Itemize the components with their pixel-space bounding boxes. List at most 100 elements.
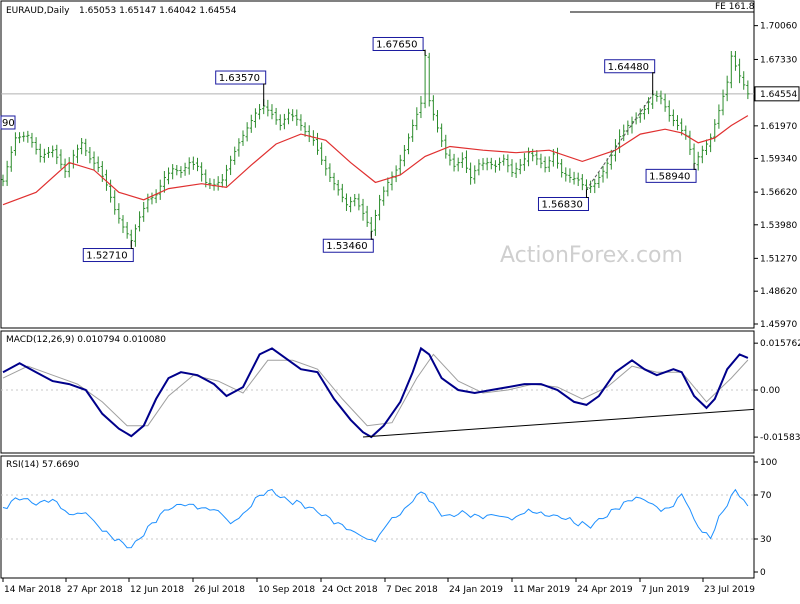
price-bar [349,196,353,213]
price-bar [638,108,642,123]
price-bar [502,154,506,166]
price-bar [667,100,671,122]
price-bar [63,158,67,178]
swing-level-box [645,168,697,183]
price-bar [84,138,88,156]
price-bar [291,109,295,122]
price-bar [13,132,18,156]
price-bar [299,114,303,131]
price-bar [5,160,9,186]
price-bar [286,108,291,125]
swing-level-box [322,238,374,253]
price-layer: 1.52710 1.63570 1.53460 1.67650 1.56830 1.644… [0,36,754,263]
price-bar [560,158,564,178]
price-bar [601,165,605,183]
price-bar [336,179,340,196]
swing-level-leader [263,83,266,107]
rsi-layer [1,488,754,549]
price-bar [493,160,498,173]
price-bar [427,52,431,107]
price-bar [377,194,382,221]
price-bar [746,80,750,100]
price-bar [398,154,402,175]
price-bar [448,149,452,166]
price-bar [729,51,733,89]
price-bar [382,186,386,206]
price-bar [92,151,96,171]
price-bar [303,122,307,137]
price-bar [104,169,109,191]
price-bar [96,156,100,173]
price-bar [452,153,456,172]
price-axis-label: 1.48620 [760,287,797,297]
price-bar [113,190,117,215]
price-bar [605,158,609,179]
price-bar [270,104,274,120]
fe-label: FE 161.8 [715,2,755,12]
price-bar [150,192,154,205]
price-bar [166,167,171,185]
price-bar [233,146,237,165]
price-bar [121,215,125,234]
price-bar [663,93,667,112]
price-bar [344,193,349,211]
rsi-panel [0,455,755,579]
swing-level-value: 1.67650 [376,39,417,50]
price-bar [315,132,320,155]
swing-level-value: 1.58940 [649,171,690,182]
swing-level-label: 1.56830 [537,189,589,211]
price-bar [535,150,539,166]
price-bar [187,157,191,175]
swing-level-box [372,36,424,51]
price-bar [220,173,224,188]
price-panel [0,0,755,329]
price-bar [365,205,369,227]
swing-level-leader [693,163,697,170]
price-bar [390,171,394,191]
chart-ohlc-values: 1.65053 1.65147 1.64042 1.64554 [79,6,237,16]
price-bar [696,151,700,171]
price-bar [539,153,543,169]
price-bar [9,146,13,172]
rsi-axis-label: 0 [760,568,766,578]
price-bar [721,89,725,116]
time-axis-label: 24 Oct 2018 [322,585,378,595]
rsi-line [2,488,749,549]
swing-level-box [604,59,656,74]
swing-level-leader [130,240,134,250]
time-axis-label: 23 Jul 2019 [704,585,755,595]
price-bar [597,172,601,189]
price-axis-label: 1.70060 [760,22,797,32]
price-bar [328,163,332,183]
price-bar [320,142,324,165]
price-bar [411,119,415,142]
price-bar [158,179,162,200]
time-axis-label: 24 Jan 2019 [449,585,503,595]
price-bar [464,150,469,173]
swing-level-label: 1.63570 [215,70,267,107]
price-bar [171,164,175,180]
price-bar [659,90,663,105]
price-bar [460,152,464,168]
price-bar [266,99,270,117]
price-bar [580,174,584,191]
price-bar [514,162,518,178]
price-axis-label: 1.56620 [760,188,797,198]
price-bar [510,159,514,177]
price-bar [522,153,527,171]
price-bar [208,178,212,189]
price-bar [332,172,336,191]
price-bar [257,104,262,120]
price-bar [142,201,146,222]
price-bar [237,138,241,157]
price-bar [38,143,42,163]
price-bar [675,115,680,131]
price-bar [609,149,613,170]
price-axis-label: 1.53980 [760,221,797,231]
macd-axis-label: 0.015762 [760,339,800,349]
price-bar [485,157,489,171]
price-bar [191,156,195,170]
price-axis-label: 1.61970 [760,122,797,132]
price-bar [241,130,245,146]
time-axis-label: 24 Apr 2019 [577,585,633,595]
